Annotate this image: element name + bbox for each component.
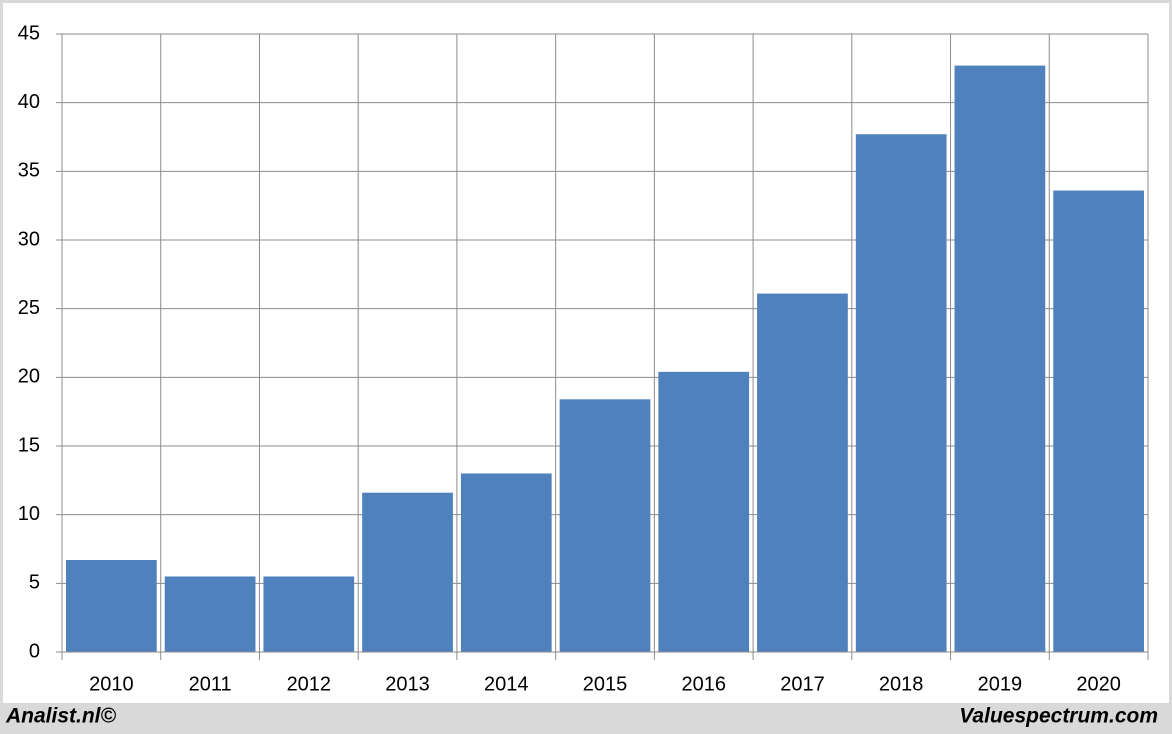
x-tick-label: 2011	[189, 673, 232, 695]
x-tick-label: 2012	[287, 673, 332, 695]
y-tick-label: 45	[18, 22, 40, 44]
bar	[658, 371, 750, 652]
bar	[757, 293, 848, 652]
x-tick-label: 2016	[681, 673, 726, 695]
bar	[1053, 190, 1144, 652]
bar	[559, 399, 651, 652]
x-tick-label: 2018	[879, 673, 924, 695]
y-tick-label: 15	[18, 434, 40, 456]
x-tick-label: 2020	[1076, 673, 1121, 695]
footer-right: Valuespectrum.com	[959, 705, 1158, 728]
y-tick-label: 20	[18, 366, 40, 388]
x-tick-label: 2010	[89, 673, 134, 695]
y-tick-label: 25	[18, 297, 40, 319]
bar	[954, 65, 1046, 652]
x-tick-label: 2015	[583, 673, 628, 695]
x-tick-label: 2014	[484, 673, 529, 695]
footer-left: Analist.nl©	[5, 705, 117, 728]
bar	[460, 473, 552, 652]
y-tick-label: 30	[18, 228, 40, 250]
x-tick-label: 2013	[385, 673, 430, 695]
bar	[66, 559, 157, 652]
bar	[263, 576, 355, 652]
y-tick-label: 5	[29, 572, 40, 594]
y-tick-label: 10	[18, 503, 40, 525]
y-tick-label: 40	[18, 91, 40, 113]
y-tick-label: 0	[29, 640, 40, 662]
bar	[164, 576, 256, 652]
bar	[855, 134, 947, 653]
x-tick-label: 2017	[780, 673, 825, 695]
y-tick-label: 35	[18, 160, 40, 182]
x-tick-label: 2019	[978, 673, 1023, 695]
bar	[362, 492, 453, 652]
